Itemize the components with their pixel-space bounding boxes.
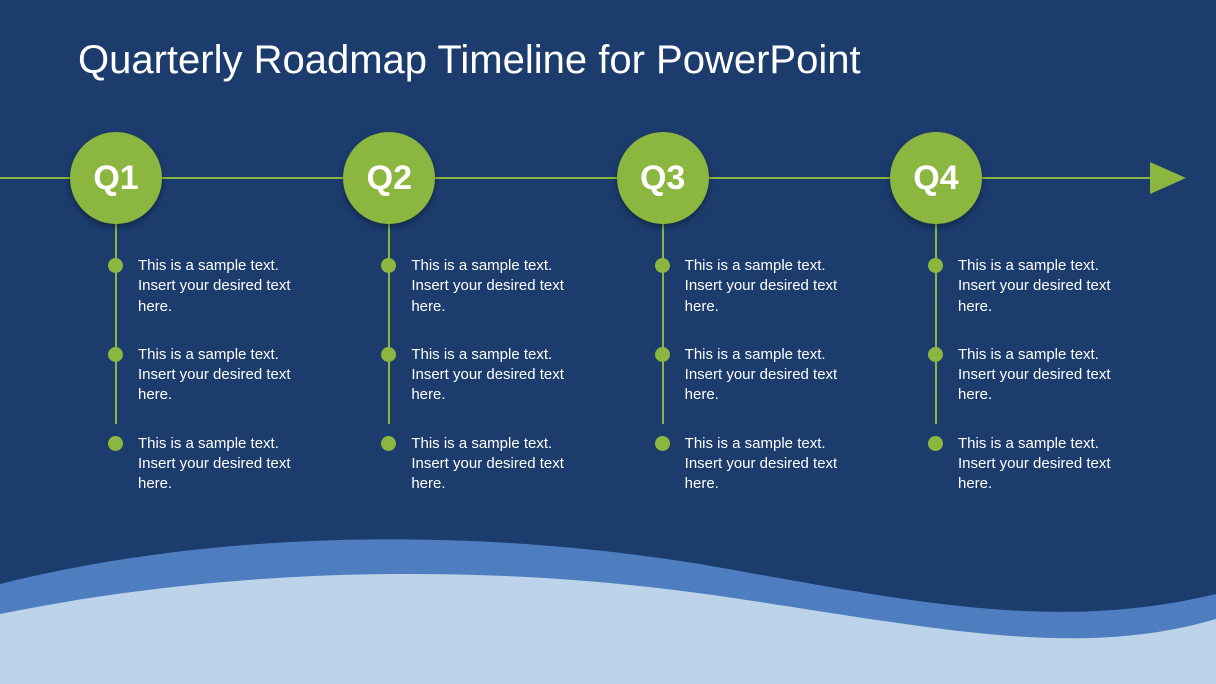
bullet-item: This is a sample text. Insert your desir… (928, 345, 1138, 406)
bullet-item: This is a sample text. Insert your desir… (655, 345, 865, 406)
bullet-dot-icon (928, 347, 943, 362)
slide-title: Quarterly Roadmap Timeline for PowerPoin… (78, 38, 861, 83)
bullet-list-q3: This is a sample text. Insert your desir… (655, 256, 865, 522)
bullet-dot-icon (655, 436, 670, 451)
bullet-item: This is a sample text. Insert your desir… (108, 345, 318, 406)
slide-canvas: Quarterly Roadmap Timeline for PowerPoin… (0, 0, 1216, 684)
bullet-text: This is a sample text. Insert your desir… (411, 345, 591, 406)
bullet-text: This is a sample text. Insert your desir… (685, 256, 865, 317)
bullet-text: This is a sample text. Insert your desir… (958, 345, 1138, 406)
bullet-dot-icon (655, 258, 670, 273)
bullet-text: This is a sample text. Insert your desir… (958, 256, 1138, 317)
bullet-list-q4: This is a sample text. Insert your desir… (928, 256, 1138, 522)
bullet-list-q1: This is a sample text. Insert your desir… (108, 256, 318, 522)
bullet-item: This is a sample text. Insert your desir… (108, 434, 318, 495)
bullet-dot-icon (381, 347, 396, 362)
quarter-circle-q3: Q3 (617, 132, 709, 224)
bullet-dot-icon (381, 258, 396, 273)
quarter-label: Q3 (640, 159, 685, 198)
bullet-dot-icon (928, 436, 943, 451)
quarter-circle-q2: Q2 (343, 132, 435, 224)
timeline-arrow-icon (1150, 162, 1186, 194)
quarter-circle-q1: Q1 (70, 132, 162, 224)
bullet-dot-icon (108, 347, 123, 362)
bullet-text: This is a sample text. Insert your desir… (411, 434, 591, 495)
bullet-text: This is a sample text. Insert your desir… (138, 434, 318, 495)
bullet-item: This is a sample text. Insert your desir… (655, 256, 865, 317)
bullet-text: This is a sample text. Insert your desir… (138, 256, 318, 317)
bullet-list-q2: This is a sample text. Insert your desir… (381, 256, 591, 522)
bullet-text: This is a sample text. Insert your desir… (958, 434, 1138, 495)
bullet-item: This is a sample text. Insert your desir… (655, 434, 865, 495)
bullet-item: This is a sample text. Insert your desir… (928, 256, 1138, 317)
bullet-text: This is a sample text. Insert your desir… (685, 434, 865, 495)
bullet-item: This is a sample text. Insert your desir… (928, 434, 1138, 495)
quarter-label: Q2 (367, 159, 412, 198)
quarter-label: Q1 (93, 159, 138, 198)
bullet-item: This is a sample text. Insert your desir… (381, 256, 591, 317)
wave-front-path (0, 574, 1216, 684)
quarter-circle-q4: Q4 (890, 132, 982, 224)
bullet-dot-icon (108, 258, 123, 273)
bullet-item: This is a sample text. Insert your desir… (381, 345, 591, 406)
wave-foreground-shape (0, 564, 1216, 684)
bullet-item: This is a sample text. Insert your desir… (108, 256, 318, 317)
timeline-axis-line (0, 177, 1170, 179)
bullet-text: This is a sample text. Insert your desir… (685, 345, 865, 406)
bullet-dot-icon (381, 436, 396, 451)
bullet-item: This is a sample text. Insert your desir… (381, 434, 591, 495)
quarter-label: Q4 (913, 159, 958, 198)
bullet-dot-icon (928, 258, 943, 273)
bullet-dot-icon (108, 436, 123, 451)
bullet-dot-icon (655, 347, 670, 362)
bullet-text: This is a sample text. Insert your desir… (138, 345, 318, 406)
bullet-text: This is a sample text. Insert your desir… (411, 256, 591, 317)
